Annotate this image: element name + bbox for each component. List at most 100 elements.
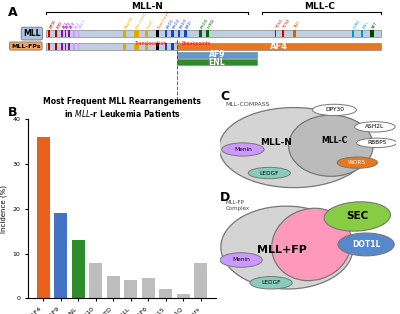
Ellipse shape: [222, 143, 264, 156]
Text: Breakpoints: Breakpoints: [181, 41, 210, 46]
Bar: [48, 42, 50, 50]
Text: MLL-FPs: MLL-FPs: [11, 44, 41, 49]
Ellipse shape: [337, 157, 378, 168]
Text: BRD: BRD: [185, 19, 193, 29]
Bar: [370, 30, 374, 37]
Bar: [282, 30, 284, 37]
Bar: [194, 263, 208, 298]
Bar: [145, 30, 148, 37]
Bar: [178, 52, 257, 58]
Bar: [78, 42, 79, 50]
Text: MLL-N: MLL-N: [260, 138, 292, 147]
Text: LBD: LBD: [56, 20, 64, 29]
Ellipse shape: [250, 277, 292, 289]
Bar: [78, 30, 79, 37]
Bar: [134, 30, 138, 37]
Text: LEDGF: LEDGF: [260, 171, 279, 176]
Text: CxxC: CxxC: [146, 18, 155, 29]
Text: SEC: SEC: [346, 211, 368, 221]
Ellipse shape: [219, 107, 369, 188]
Title: Most Frequent MLL Rearrangements
in $\it{MLL}$-r Leukemia Patients: Most Frequent MLL Rearrangements in $\it…: [43, 97, 201, 119]
Ellipse shape: [221, 206, 353, 289]
Bar: [123, 42, 126, 50]
Bar: [171, 42, 174, 50]
Text: Pre-CxxC: Pre-CxxC: [135, 11, 148, 29]
Ellipse shape: [289, 115, 373, 176]
Text: Win: Win: [362, 20, 370, 29]
Text: MLL-N: MLL-N: [131, 2, 163, 11]
Bar: [65, 30, 66, 37]
Text: ···: ···: [174, 40, 181, 46]
Text: AT4: AT4: [74, 21, 81, 29]
Text: PHD2: PHD2: [172, 18, 182, 29]
Text: B: B: [8, 106, 18, 119]
Bar: [55, 42, 57, 50]
Text: MTM: MTM: [49, 19, 57, 29]
Bar: [134, 42, 138, 50]
Text: AT3: AT3: [69, 21, 76, 29]
Bar: [46, 30, 381, 37]
Text: ASH2L: ASH2L: [365, 124, 384, 129]
Bar: [171, 30, 174, 37]
Bar: [55, 30, 57, 37]
Bar: [72, 240, 85, 298]
Bar: [48, 30, 50, 37]
Bar: [156, 30, 159, 37]
Ellipse shape: [338, 233, 394, 256]
Bar: [142, 278, 155, 298]
Text: MLL-C: MLL-C: [304, 2, 335, 11]
Ellipse shape: [248, 167, 290, 179]
Text: SET: SET: [371, 20, 378, 29]
Text: MLL-FP
Complex: MLL-FP Complex: [225, 200, 250, 211]
Bar: [89, 263, 102, 298]
Bar: [68, 42, 70, 50]
Bar: [177, 294, 190, 298]
Text: AF9: AF9: [209, 51, 225, 59]
Text: ENL: ENL: [209, 58, 225, 67]
Text: Menin: Menin: [234, 147, 252, 152]
Bar: [36, 137, 50, 298]
Text: C: C: [220, 90, 229, 104]
Bar: [352, 30, 354, 37]
Bar: [293, 30, 296, 37]
Text: MLL+FP: MLL+FP: [257, 245, 306, 255]
Bar: [68, 30, 70, 37]
Text: AT1: AT1: [62, 21, 69, 29]
Text: DPY30: DPY30: [325, 107, 344, 112]
Bar: [206, 30, 209, 37]
Ellipse shape: [356, 138, 397, 148]
Text: PHD1: PHD1: [166, 18, 175, 29]
Text: PHD3: PHD3: [179, 18, 188, 29]
Bar: [65, 42, 66, 50]
Bar: [145, 42, 148, 50]
Text: TAD: TAD: [294, 20, 301, 29]
Ellipse shape: [272, 208, 351, 281]
Text: Post-CxxC: Post-CxxC: [157, 9, 171, 29]
Text: AT2: AT2: [66, 21, 73, 29]
Text: DOT1L: DOT1L: [352, 240, 380, 249]
Bar: [46, 42, 178, 50]
Text: LEDGF: LEDGF: [261, 280, 281, 285]
Text: MLL-C: MLL-C: [321, 136, 348, 144]
Text: FYRN: FYRN: [207, 18, 216, 29]
Bar: [54, 213, 67, 298]
Bar: [178, 59, 257, 65]
Ellipse shape: [324, 202, 390, 231]
Text: WDR5: WDR5: [348, 160, 366, 165]
Bar: [361, 30, 363, 37]
Text: FYRC: FYRC: [353, 18, 362, 29]
Ellipse shape: [355, 122, 395, 132]
Bar: [178, 30, 180, 37]
Text: TCS1: TCS1: [276, 19, 284, 29]
Bar: [178, 42, 381, 50]
Text: SNL1: SNL1: [78, 18, 87, 29]
Text: D: D: [220, 191, 230, 204]
Bar: [73, 30, 75, 37]
Text: TCS2: TCS2: [283, 18, 292, 29]
Text: RBBP5: RBBP5: [367, 140, 386, 145]
Bar: [275, 30, 276, 37]
Text: AF4: AF4: [270, 41, 288, 51]
Bar: [184, 30, 187, 37]
Text: PHD4: PHD4: [200, 18, 209, 29]
Bar: [123, 30, 126, 37]
